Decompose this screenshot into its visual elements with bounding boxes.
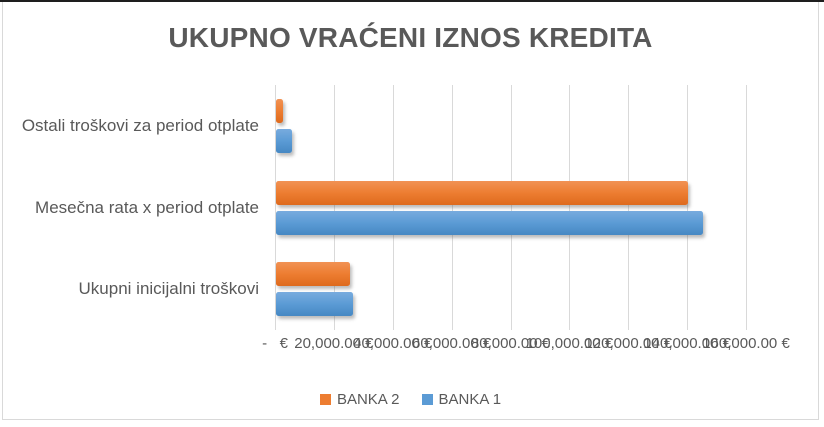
gridline [687, 85, 689, 330]
bar-chart: UKUPNO VRAĆENI IZNOS KREDITA Ostali troš… [2, 2, 819, 420]
top-border-line [0, 0, 824, 2]
legend-item-banka2: BANKA 2 [319, 391, 400, 408]
category-label: Ukupni inicijalni troškovi [78, 279, 259, 299]
legend-item-banka1: BANKA 1 [421, 391, 502, 408]
gridline [275, 85, 276, 330]
gridline [628, 85, 630, 330]
x-tick-label: 160,000.00 € [702, 335, 790, 352]
legend-label: BANKA 1 [438, 391, 502, 408]
category-label: Mesečna rata x period otplate [35, 197, 259, 217]
plot-area [275, 85, 747, 330]
gridline [510, 85, 512, 330]
chart-title: UKUPNO VRAĆENI IZNOS KREDITA [168, 22, 653, 53]
gridline [451, 85, 453, 330]
category-label: Ostali troškovi za period otplate [21, 115, 259, 135]
bar-banka2-cat2 [276, 180, 688, 205]
bar-banka1-cat1 [276, 128, 292, 153]
gridline [392, 85, 394, 330]
gridline [333, 85, 335, 330]
x-tick-label: 60,000.00 € [412, 335, 492, 352]
bar-banka1-cat3 [276, 292, 353, 317]
x-tick-label: 40,000.00 € [353, 335, 433, 352]
banka2-swatch-icon [319, 394, 331, 405]
bar-banka2-cat3 [276, 262, 350, 287]
x-tick-label: 140,000.00 € [643, 335, 731, 352]
x-tick-label: - € [262, 335, 288, 352]
gridline [569, 85, 571, 330]
bar-banka2-cat1 [276, 98, 283, 123]
bar-banka1-cat2 [276, 210, 703, 235]
x-tick-label: 20,000.00 € [294, 335, 374, 352]
legend-label: BANKA 2 [336, 391, 400, 408]
x-tick-label: 80,000.00 € [470, 335, 551, 352]
banka1-swatch-icon [421, 394, 433, 405]
gridline [746, 85, 747, 330]
x-tick-label: 100,000.00 € [525, 335, 614, 352]
x-tick-label: 120,000.00 € [584, 335, 673, 352]
legend: BANKA 2 BANKA 1 [3, 391, 818, 408]
